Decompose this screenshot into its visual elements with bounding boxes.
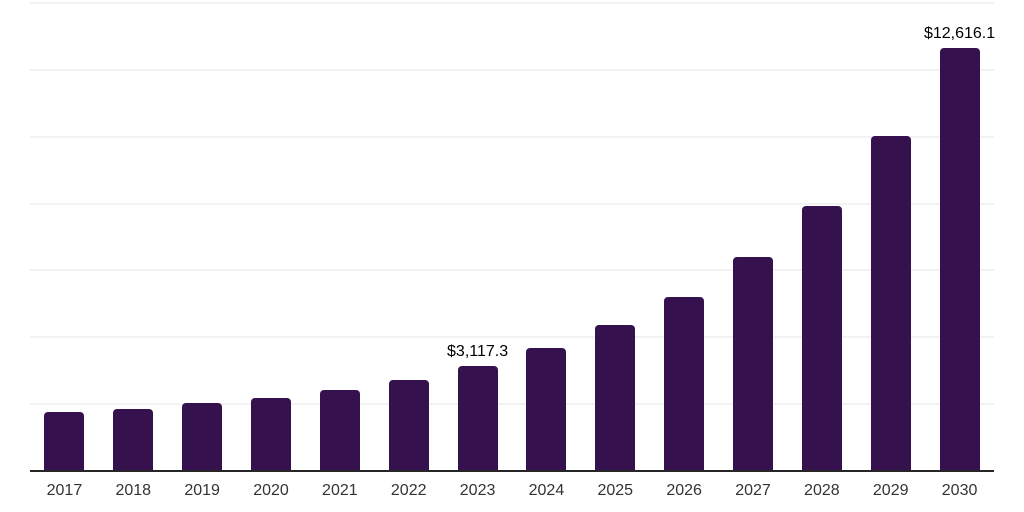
x-tick-2027: 2027 [735, 482, 771, 499]
x-axis-line [30, 470, 994, 472]
data-label-2030: $12,616.1 [923, 25, 996, 43]
bar-2022 [388, 380, 429, 470]
bar-2020 [251, 398, 291, 470]
bar-2029 [870, 135, 911, 470]
bar-2030 [939, 48, 980, 470]
x-tick-2018: 2018 [115, 482, 152, 499]
gridline-14000 [30, 2, 994, 4]
gridline-12000 [30, 69, 994, 71]
bar-2024 [526, 348, 567, 470]
gridline-4000 [30, 336, 994, 338]
gridline-8000 [30, 203, 994, 205]
gridline-6000 [30, 269, 994, 271]
x-tick-2020: 2020 [253, 482, 289, 499]
bar-2017 [44, 412, 85, 470]
x-tick-2025: 2025 [597, 482, 634, 499]
x-tick-2026: 2026 [666, 482, 702, 499]
x-tick-2023: 2023 [459, 482, 496, 499]
bar-2027 [733, 257, 773, 470]
gridline-10000 [30, 136, 994, 138]
bar-2018 [113, 409, 154, 470]
x-tick-2021: 2021 [322, 482, 358, 499]
bar-2028 [801, 205, 842, 470]
data-label-2023: $3,117.3 [447, 342, 509, 360]
x-tick-2024: 2024 [528, 482, 565, 499]
x-tick-2030: 2030 [941, 482, 978, 499]
bar-2019 [182, 403, 223, 470]
bar-2021 [319, 390, 360, 470]
bar-2026 [664, 296, 705, 470]
x-tick-2019: 2019 [184, 482, 220, 499]
gridline-2000 [30, 403, 994, 405]
x-tick-2022: 2022 [390, 482, 427, 499]
plot-area: $3,117.3 $12,616.1 [30, 2, 996, 470]
bar-2023 [457, 365, 498, 470]
x-tick-2028: 2028 [804, 482, 840, 499]
bar-2025 [595, 325, 636, 470]
x-tick-2029: 2029 [872, 482, 909, 499]
x-tick-2017: 2017 [46, 482, 83, 499]
